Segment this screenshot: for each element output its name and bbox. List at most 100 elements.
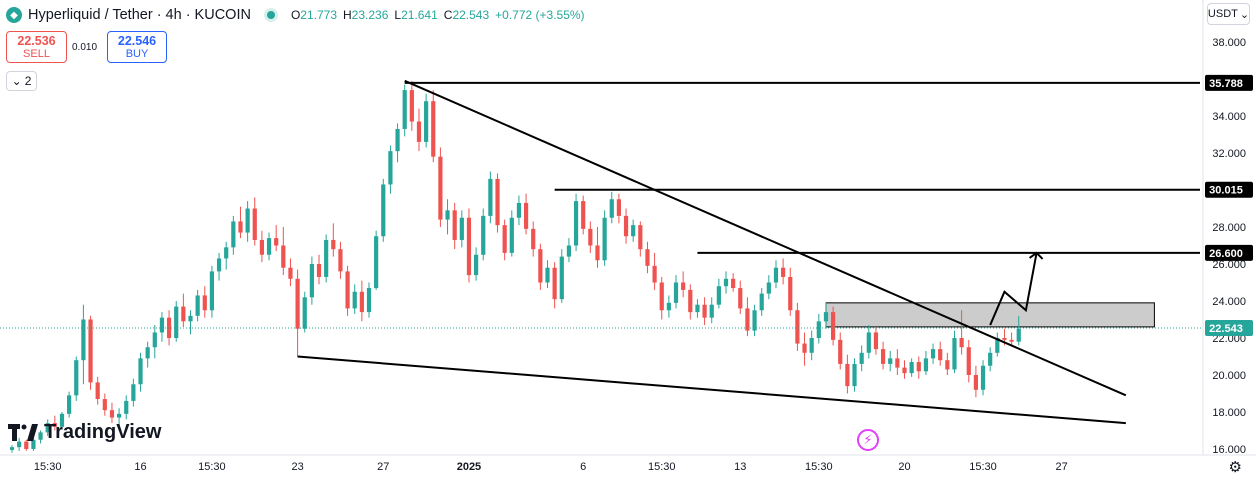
candle-body	[438, 156, 443, 220]
candle	[316, 254, 322, 285]
spread-value: 0.010	[72, 42, 98, 53]
candle	[709, 297, 714, 324]
candle-body	[538, 249, 543, 283]
candle	[495, 173, 500, 233]
candle-body	[181, 306, 186, 322]
projection-arrowhead	[1029, 251, 1044, 260]
candle-body	[1009, 339, 1014, 342]
candle	[259, 230, 264, 263]
candle-body	[980, 365, 986, 390]
candle	[595, 227, 600, 268]
candle	[759, 288, 764, 316]
candle-body	[474, 254, 479, 276]
candle	[845, 354, 850, 394]
last-price-label: 22.543	[1209, 323, 1243, 335]
ohlc-low: L21.641	[394, 8, 438, 22]
candle	[159, 312, 165, 342]
candle-body	[895, 358, 900, 368]
candle-body	[966, 347, 971, 375]
candle	[723, 271, 729, 294]
candle	[766, 275, 771, 300]
candle-body	[788, 276, 793, 311]
candle-body	[759, 293, 764, 311]
candle-body	[866, 332, 871, 353]
gear-icon[interactable]: ⚙	[1228, 459, 1242, 476]
candle-body	[424, 101, 429, 142]
y-tick-label: 18.000	[1212, 407, 1246, 419]
candle	[45, 419, 50, 437]
ohlc-high: H23.236	[343, 8, 389, 22]
y-tick-label: 32.000	[1212, 148, 1246, 160]
candle	[959, 310, 964, 355]
candle-body	[602, 217, 607, 261]
sell-price: 22.536	[17, 34, 56, 48]
brand-name: TradingView	[44, 421, 162, 443]
candle-body	[809, 338, 814, 353]
candle	[9, 445, 15, 453]
candle	[24, 439, 29, 451]
currency-selector[interactable]: USDT ⌄	[1207, 3, 1250, 25]
candle	[459, 210, 464, 248]
candle-body	[773, 267, 779, 283]
candle	[388, 145, 393, 194]
candle	[345, 265, 350, 316]
candle	[338, 241, 343, 279]
candle	[438, 147, 443, 227]
candle-body	[645, 249, 650, 266]
candle-body	[466, 217, 472, 276]
candle-body	[766, 282, 771, 294]
candle-body	[124, 400, 129, 414]
candle	[152, 325, 157, 359]
candle-body	[359, 291, 364, 313]
plot-area	[0, 79, 1203, 453]
candle	[117, 408, 122, 425]
candle	[138, 352, 143, 392]
candle-body	[595, 245, 600, 261]
candle	[795, 302, 800, 351]
candle	[188, 310, 193, 335]
candle-body	[923, 358, 929, 372]
candle	[145, 341, 150, 368]
candle-body	[816, 321, 821, 338]
candle-body	[102, 399, 107, 411]
candle-body	[24, 441, 29, 449]
candle-body	[409, 90, 414, 122]
candle	[516, 195, 522, 226]
candle	[1009, 332, 1014, 346]
candle	[252, 197, 257, 246]
candle	[930, 343, 936, 364]
level-price-tag	[1205, 181, 1253, 198]
market-open-dot-icon	[266, 11, 275, 19]
trendline	[404, 79, 1127, 397]
candle-body	[452, 210, 457, 240]
candle-body	[388, 151, 393, 185]
x-tick-label: 23	[291, 461, 303, 473]
candle-body	[838, 339, 843, 364]
lightning-icon[interactable]: ⚡	[857, 429, 879, 451]
candle-body	[117, 413, 122, 418]
candle	[102, 393, 107, 416]
candle-body	[488, 178, 493, 216]
chevron-down-icon: ⌄	[1239, 8, 1250, 21]
candle-body	[888, 358, 893, 364]
symbol-title[interactable]: Hyperliquid / Tether · 4h · KUCOIN	[28, 7, 251, 23]
x-tick-label: 15:30	[34, 461, 62, 473]
candle	[95, 376, 100, 405]
buy-button[interactable]: 22.546 BUY	[107, 31, 167, 63]
sell-button[interactable]: 22.536 SELL	[6, 31, 67, 63]
indicators-toggle[interactable]: ⌄ 2	[6, 71, 37, 91]
candle	[166, 310, 172, 346]
candle	[324, 234, 329, 283]
candle-body	[166, 317, 172, 338]
candle	[738, 280, 743, 314]
candle-body	[681, 282, 686, 290]
tradingview-logo-icon	[8, 424, 38, 441]
candle	[695, 299, 700, 318]
candle	[424, 93, 429, 148]
candle-body	[245, 208, 250, 233]
candle-body	[224, 247, 229, 259]
y-tick-label: 38.000	[1212, 37, 1246, 49]
trendline	[297, 355, 1126, 425]
candle-body	[445, 210, 450, 220]
